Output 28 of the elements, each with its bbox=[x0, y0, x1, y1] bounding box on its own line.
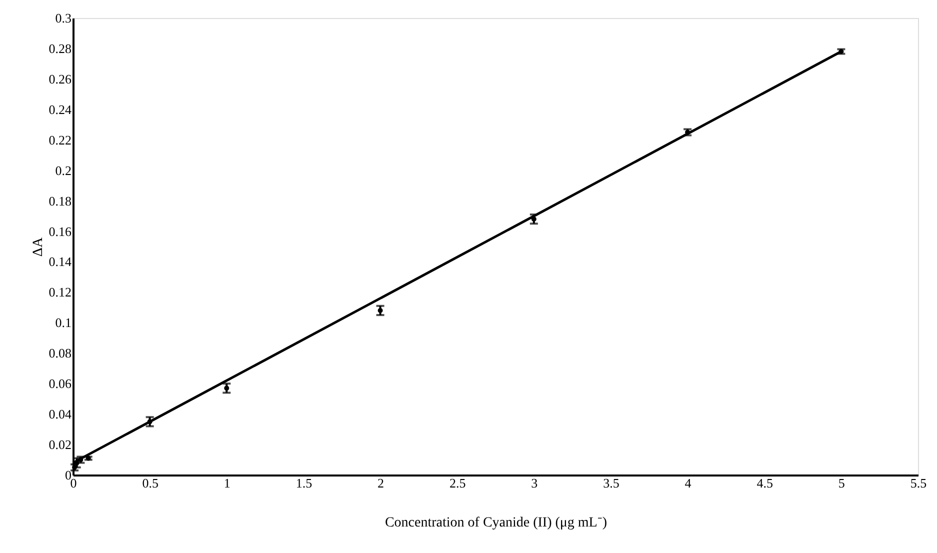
x-axis-title: Concentration of Cyanide (II) (μg mL⁻) bbox=[384, 516, 608, 530]
y-tick-label: 0.18 bbox=[48, 193, 72, 208]
x-tick-label: 2.5 bbox=[449, 476, 466, 490]
y-tick-label: 0.16 bbox=[48, 224, 72, 239]
y-tick-label: 0.3 bbox=[55, 10, 72, 26]
x-tick-label: 1.5 bbox=[296, 476, 312, 490]
x-tick-label: 1 bbox=[224, 476, 230, 490]
y-tick-label: 0.04 bbox=[48, 406, 72, 422]
x-tick-label: 4.5 bbox=[756, 476, 773, 490]
x-tick-label: 2 bbox=[378, 476, 384, 490]
y-tick-label: 0.02 bbox=[48, 437, 72, 452]
y-tick-label: 0.26 bbox=[48, 71, 72, 86]
y-tick-label: 0.22 bbox=[48, 132, 72, 148]
x-tick-label: 3 bbox=[531, 476, 538, 490]
y-tick-label: 0.06 bbox=[48, 376, 72, 392]
y-tick-label: 0.24 bbox=[48, 102, 72, 117]
y-tick-label: 0.12 bbox=[48, 284, 72, 300]
x-tick-label: 5 bbox=[838, 476, 845, 490]
x-tick-label: 3.5 bbox=[603, 476, 620, 490]
x-tick-label: 5.5 bbox=[910, 476, 927, 490]
y-tick-label: 0.2 bbox=[55, 162, 72, 178]
y-tick-label: 0.08 bbox=[48, 346, 72, 361]
y-tick-label: 0.1 bbox=[55, 315, 72, 330]
y-axis-title: ΔA bbox=[30, 236, 46, 257]
y-tick-label: 0.14 bbox=[48, 254, 72, 270]
x-tick-label: 4 bbox=[684, 476, 692, 490]
y-tick-label: 0.28 bbox=[48, 40, 72, 56]
x-tick-label: 0.5 bbox=[142, 476, 158, 490]
